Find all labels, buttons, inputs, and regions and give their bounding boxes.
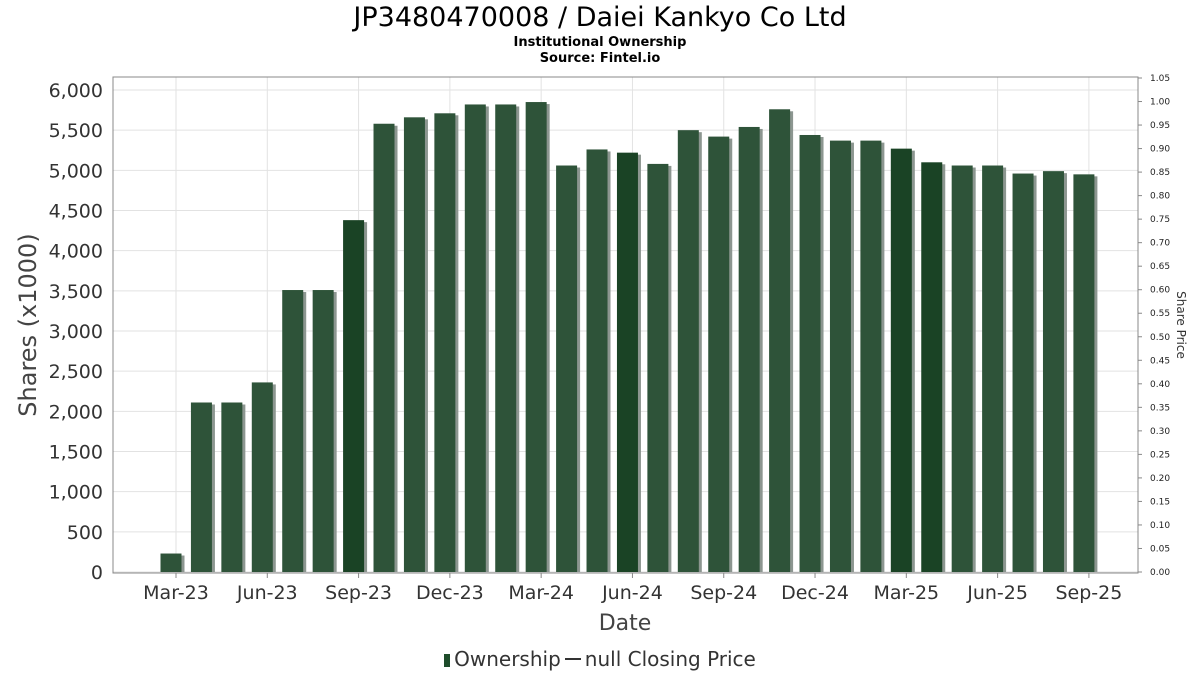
y2-tick-label: 0.35	[1150, 403, 1170, 413]
y-axis-label: Shares (x1000)	[14, 233, 42, 416]
y2-tick-label: 0.45	[1150, 356, 1170, 366]
ownership-bar	[799, 134, 821, 572]
ownership-legend-label: Ownership	[454, 647, 561, 671]
ownership-bar	[708, 136, 730, 573]
y2-tick-label: 0.40	[1150, 380, 1170, 390]
bar-layer	[160, 102, 1098, 573]
ownership-bar	[251, 382, 273, 572]
y2-tick-label: 0.25	[1150, 450, 1170, 460]
ownership-bar	[738, 126, 760, 572]
ownership-bar	[525, 102, 547, 573]
ownership-bar	[769, 109, 791, 572]
x-tick-label: Mar-24	[508, 582, 574, 604]
y2-tick-label: 0.05	[1150, 544, 1170, 554]
ownership-bar	[616, 152, 638, 572]
chart-source: Source: Fintel.io	[539, 51, 661, 66]
y-tick-label: 4,500	[49, 201, 103, 223]
chart-subtitle: Institutional Ownership	[513, 35, 687, 50]
y2-tick-label: 1.00	[1150, 98, 1170, 108]
x-tick-label: Jun-23	[236, 582, 298, 604]
x-tick-label: Dec-24	[781, 582, 849, 604]
ownership-bar	[160, 553, 182, 572]
y2-tick-label: 0.30	[1150, 427, 1170, 437]
ownership-bar	[586, 149, 608, 573]
ownership-bar	[403, 117, 425, 573]
y2-tick-label: 0.70	[1150, 239, 1170, 249]
ownership-bar	[860, 140, 882, 573]
x-tick-label: Sep-25	[1055, 582, 1122, 604]
y-tick-label: 5,500	[49, 120, 103, 142]
ownership-bar	[221, 402, 243, 572]
ownership-bar	[373, 123, 395, 573]
price-legend-label: null Closing Price	[584, 647, 756, 671]
y2-axis-ticks: 0.00 0.05 0.10 0.15 0.20 0.25 0.30 0.35 0.40 0.45…	[1138, 74, 1170, 578]
y-tick-label: 1,500	[49, 442, 103, 464]
x-tick-label: Jun-25	[966, 582, 1028, 604]
y2-tick-label: 1.05	[1150, 74, 1170, 84]
ownership-bar	[951, 165, 973, 572]
ownership-bar	[890, 148, 912, 573]
x-axis-label: Date	[599, 611, 652, 636]
x-tick-label: Mar-23	[143, 582, 209, 604]
y2-tick-label: 0.20	[1150, 474, 1170, 484]
ownership-legend-swatch	[444, 654, 451, 667]
y2-tick-label: 0.80	[1150, 192, 1170, 202]
x-tick-label: Jun-24	[601, 582, 663, 604]
x-tick-label: Dec-23	[416, 582, 484, 604]
y-axis-ticks: 0 500 1,000 1,500 2,000 2,500 3,000 3,500 4,000 4…	[49, 80, 103, 584]
y2-tick-label: 0.55	[1150, 309, 1170, 319]
y-tick-label: 3,000	[49, 321, 103, 343]
y2-tick-label: 0.95	[1150, 121, 1170, 131]
ownership-bar	[829, 140, 851, 573]
y2-tick-label: 0.85	[1150, 168, 1170, 178]
ownership-bar	[312, 290, 334, 572]
ownership-bar	[921, 162, 943, 573]
ownership-bar	[982, 165, 1004, 572]
y-tick-label: 0	[91, 562, 103, 584]
x-axis-ticks: Mar-23 Jun-23 Sep-23 Dec-23 Mar-24 Jun-24 Sep-…	[143, 573, 1122, 604]
price-legend-line	[564, 658, 581, 660]
legend: Ownership null Closing Price	[0, 647, 1200, 671]
y2-tick-label: 0.90	[1150, 145, 1170, 155]
y-tick-label: 500	[67, 522, 103, 544]
ownership-bar	[1073, 174, 1095, 572]
y2-tick-label: 0.60	[1150, 286, 1170, 296]
ownership-bar	[282, 290, 304, 572]
y-tick-label: 2,500	[49, 361, 103, 383]
ownership-bar	[495, 104, 517, 573]
ownership-bar	[556, 165, 578, 572]
ownership-bar	[434, 113, 456, 573]
ownership-bar	[190, 402, 212, 572]
y-tick-label: 3,500	[49, 281, 103, 303]
ownership-bar	[464, 104, 486, 573]
x-tick-label: Sep-24	[690, 582, 757, 604]
y2-tick-label: 0.15	[1150, 497, 1170, 507]
y2-axis-label: Share Price	[1174, 291, 1188, 359]
plot-frame	[112, 76, 1139, 574]
chart-title: JP3480470008 / Daiei Kankyo Co Ltd	[353, 2, 847, 33]
y2-tick-label: 0.65	[1150, 262, 1170, 272]
y2-tick-label: 0.50	[1150, 333, 1170, 343]
x-tick-label: Sep-23	[325, 582, 392, 604]
x-tick-label: Mar-25	[873, 582, 939, 604]
ownership-bar	[1042, 171, 1064, 573]
ownership-bar	[677, 130, 699, 572]
ownership-bar	[343, 220, 365, 572]
y-tick-label: 4,000	[49, 241, 103, 263]
y2-tick-label: 0.10	[1150, 521, 1170, 531]
y2-tick-label: 0.00	[1150, 568, 1170, 578]
y2-tick-label: 0.75	[1150, 215, 1170, 225]
y-tick-label: 2,000	[49, 401, 103, 423]
y-tick-label: 6,000	[49, 80, 103, 102]
ownership-bar	[1012, 173, 1034, 572]
y-tick-label: 1,000	[49, 482, 103, 504]
ownership-bar	[647, 163, 669, 572]
y-tick-label: 5,000	[49, 160, 103, 182]
